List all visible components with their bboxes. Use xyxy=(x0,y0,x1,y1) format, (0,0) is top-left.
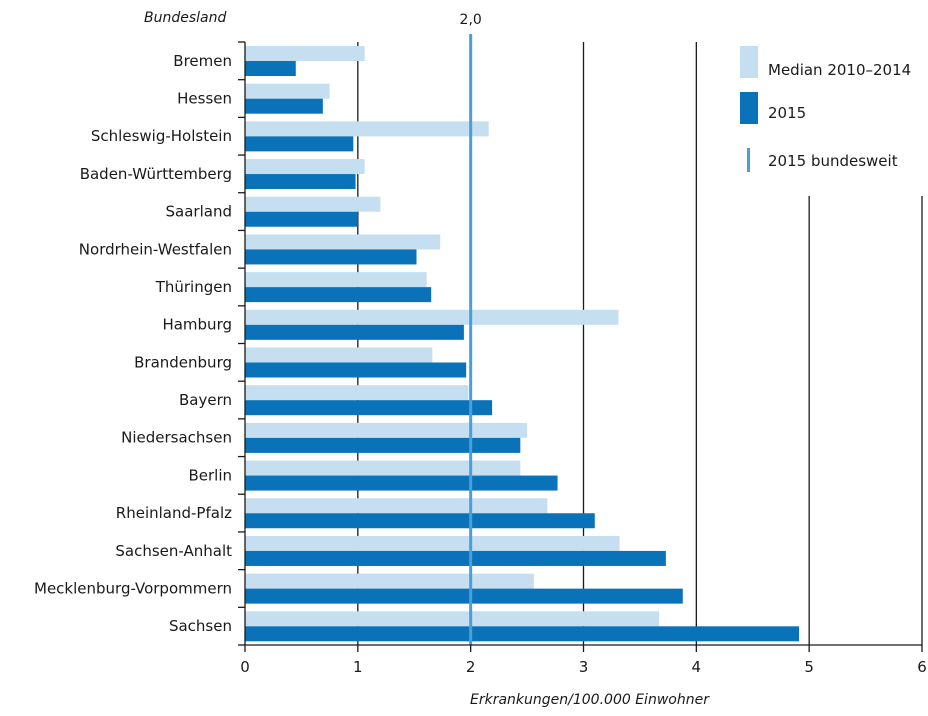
category-label: Niedersachsen xyxy=(121,429,232,447)
x-tick-label: 5 xyxy=(804,658,814,676)
axes xyxy=(238,41,923,652)
category-label: Saarland xyxy=(166,203,232,221)
x-tick-label: 1 xyxy=(353,658,363,676)
category-label: Hessen xyxy=(177,90,232,108)
bar-median-berlin xyxy=(245,460,521,476)
bar-2015-mecklenburg-vorpommern xyxy=(245,588,683,604)
bar-median-thüringen xyxy=(245,272,427,288)
bar-2015-bayern xyxy=(245,400,493,416)
bar-2015-baden-württemberg xyxy=(245,174,356,190)
bar-2015-schleswig-holstein xyxy=(245,136,354,152)
x-tick-label: 4 xyxy=(692,658,702,676)
x-tick-label: 2 xyxy=(466,658,476,676)
category-label: Sachsen-Anhalt xyxy=(115,542,232,560)
category-label: Schleswig-Holstein xyxy=(91,127,232,145)
legend-label-2015: 2015 xyxy=(768,104,806,122)
category-label: Sachsen xyxy=(169,617,232,635)
category-label: Berlin xyxy=(188,466,232,484)
bar-2015-niedersachsen xyxy=(245,437,521,453)
bar-median-niedersachsen xyxy=(245,422,528,438)
legend-background xyxy=(738,36,928,196)
bar-median-nordrhein-westfalen xyxy=(245,234,441,250)
bar-2015-bremen xyxy=(245,61,296,76)
reference-line-label: 2,0 xyxy=(460,12,482,28)
category-label: Nordrhein-Westfalen xyxy=(79,240,232,258)
bars xyxy=(245,46,800,642)
bar-median-hessen xyxy=(245,83,330,99)
x-tick-label: 0 xyxy=(240,658,250,676)
bar-2015-berlin xyxy=(245,475,558,491)
bar-2015-rheinland-pfalz xyxy=(245,513,595,529)
category-label: Thüringen xyxy=(155,278,232,296)
bar-2015-hamburg xyxy=(245,324,464,340)
category-label: Brandenburg xyxy=(134,353,232,371)
bar-2015-brandenburg xyxy=(245,362,467,378)
bar-2015-saarland xyxy=(245,211,358,227)
legend-swatch-2015 xyxy=(740,92,758,124)
legend-label-median: Median 2010–2014 xyxy=(768,61,911,79)
category-labels: Bremen Hessen Schleswig-Holstein Baden-Würt… xyxy=(34,52,232,635)
bar-median-sachsen-anhalt xyxy=(245,535,620,551)
bar-median-saarland xyxy=(245,196,381,212)
category-label: Bremen xyxy=(173,52,232,70)
category-label: Hamburg xyxy=(162,316,232,334)
legend: Median 2010–2014 2015 2015 bundesweit xyxy=(740,46,911,172)
bar-median-brandenburg xyxy=(245,347,433,363)
category-label: Mecklenburg-Vorpommern xyxy=(34,579,232,597)
category-label: Rheinland-Pfalz xyxy=(116,504,232,522)
legend-swatch-median xyxy=(740,46,758,78)
bar-median-mecklenburg-vorpommern xyxy=(245,573,534,589)
bar-median-bremen xyxy=(245,46,365,61)
tick-labels: 0 1 2 3 4 5 6 xyxy=(240,658,927,676)
category-label: Baden-Württemberg xyxy=(80,165,232,183)
bar-2015-thüringen xyxy=(245,287,432,303)
bar-2015-sachsen xyxy=(245,626,800,642)
bar-2015-sachsen-anhalt xyxy=(245,550,666,566)
category-label: Bayern xyxy=(179,391,232,409)
bar-median-bayern xyxy=(245,385,469,401)
bar-median-schleswig-holstein xyxy=(245,121,489,137)
bar-2015-hessen xyxy=(245,98,323,114)
bar-median-hamburg xyxy=(245,309,619,325)
y-axis-title: Bundesland xyxy=(144,10,226,26)
bar-2015-nordrhein-westfalen xyxy=(245,249,417,265)
bar-median-sachsen xyxy=(245,611,660,627)
bar-median-baden-württemberg xyxy=(245,159,365,175)
legend-swatch-bundesweit xyxy=(747,148,750,172)
x-tick-label: 6 xyxy=(917,658,927,676)
legend-label-bundesweit: 2015 bundesweit xyxy=(768,152,898,170)
bar-median-rheinland-pfalz xyxy=(245,498,548,514)
x-axis-title: Erkrankungen/100.000 Einwohner xyxy=(470,692,710,708)
x-tick-label: 3 xyxy=(579,658,589,676)
